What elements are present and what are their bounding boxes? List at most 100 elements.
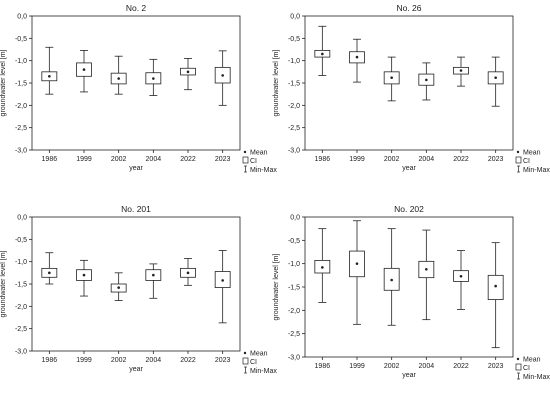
legend-ci-symbol — [242, 156, 249, 164]
mean-point — [494, 284, 497, 288]
chart-panel-3: No. 201 0,0 -0,5 -1,0 -1,5 -2,0 -2,5 -3,0 ground… — [0, 204, 277, 375]
y-tick-label: -1,5 — [15, 282, 27, 289]
legend-ci-symbol — [515, 156, 522, 164]
mean-point — [48, 271, 51, 275]
mean-point — [221, 74, 224, 77]
legend-minmax-label: Min-Max — [523, 167, 550, 174]
mean-point — [355, 55, 359, 59]
y-tick-label: -3,0 — [288, 148, 300, 155]
mean-point — [425, 267, 428, 271]
x-tick-label: 1986 — [42, 357, 58, 364]
x-tick-label: 1999 — [349, 363, 365, 370]
legend-mean-label: Mean — [250, 351, 268, 358]
legend-mean-symbol — [516, 357, 520, 361]
chart-panel-1: No. 2 0,0 -0,5 -1,0 -1,5 -2,0 -2,5 -3,0 groundwa… — [0, 3, 277, 174]
x-axis-label: year — [402, 372, 416, 379]
legend-mean-symbol — [243, 150, 247, 154]
legend-ci-label: CI — [523, 158, 530, 165]
y-tick-label: 0,0 — [17, 215, 27, 222]
x-tick-label: 1999 — [76, 357, 92, 364]
mean-point — [221, 279, 224, 282]
y-tick-label: -2,0 — [288, 103, 300, 110]
y-tick-label: -0,5 — [288, 36, 300, 43]
y-tick-label: -2,0 — [15, 103, 27, 110]
x-tick-label: 2002 — [384, 363, 400, 370]
mean-point — [82, 68, 86, 71]
x-tick-label: 1986 — [315, 363, 331, 370]
x-tick-label: 2023 — [488, 363, 504, 370]
y-tick-label: -1,5 — [15, 81, 27, 88]
y-tick-label: -2,5 — [15, 125, 27, 132]
mean-point — [425, 78, 428, 82]
legend-mean-symbol — [243, 351, 247, 355]
mean-point — [459, 69, 463, 72]
y-tick-label: -2,0 — [288, 308, 300, 315]
chart-title: No. 26 — [396, 3, 421, 13]
x-tick-label: 2022 — [180, 357, 196, 364]
x-tick-label: 2023 — [215, 357, 231, 364]
legend-minmax-label: Min-Max — [250, 368, 277, 375]
mean-point — [117, 77, 120, 80]
y-tick-label: 0,0 — [290, 14, 300, 21]
x-tick-label: 2004 — [419, 156, 435, 163]
legend-mean-symbol — [516, 150, 520, 154]
legend-minmax-label: Min-Max — [250, 167, 277, 174]
x-tick-label: 2023 — [215, 156, 231, 163]
plot-frame — [31, 15, 241, 151]
chart-panel-2: No. 26 0,0 -0,5 -1,0 -1,5 -2,0 -2,5 -3,0 groundw… — [273, 3, 550, 174]
legend-ci-symbol — [242, 357, 249, 365]
mean-point — [355, 262, 359, 265]
y-tick-label: -3,0 — [288, 355, 300, 362]
y-tick-label: -1,5 — [288, 285, 300, 292]
y-tick-label: 0,0 — [17, 14, 27, 21]
x-tick-label: 2022 — [180, 156, 196, 163]
y-tick-label: -2,0 — [15, 304, 27, 311]
plot-frame — [31, 216, 241, 352]
legend-mean-label: Mean — [523, 150, 541, 157]
mean-point — [459, 274, 463, 278]
plot-frame — [304, 216, 514, 358]
mean-point — [390, 76, 393, 79]
plot-frame — [304, 15, 514, 151]
mean-point — [82, 273, 86, 277]
y-tick-label: -0,5 — [15, 237, 27, 244]
y-axis-label: groundwater level [m] — [273, 253, 280, 320]
y-tick-label: 0,0 — [290, 215, 300, 222]
chart-panel-4: No. 202 0,0 -0,5 -1,0 -1,5 -2,0 -2,5 -3,0 ground… — [273, 204, 550, 381]
mean-point — [186, 271, 190, 275]
y-tick-label: -0,5 — [15, 36, 27, 43]
x-tick-label: 2002 — [384, 156, 400, 163]
x-axis-label: year — [402, 165, 416, 172]
x-tick-label: 1999 — [76, 156, 92, 163]
legend-mean-label: Mean — [523, 357, 541, 364]
y-tick-label: -3,0 — [15, 148, 27, 155]
x-tick-label: 2002 — [111, 357, 127, 364]
y-tick-label: -1,0 — [15, 58, 27, 65]
mean-point — [321, 266, 324, 269]
mean-point — [494, 76, 497, 79]
legend-ci-symbol — [515, 363, 522, 371]
x-tick-label: 1986 — [42, 156, 58, 163]
legend-ci-label: CI — [523, 365, 530, 372]
legend-ci-label: CI — [250, 359, 257, 366]
y-tick-label: -2,5 — [15, 326, 27, 333]
chart-title: No. 201 — [121, 204, 151, 214]
legend-minmax-label: Min-Max — [523, 374, 550, 381]
chart-title: No. 202 — [394, 204, 424, 214]
x-tick-label: 2004 — [419, 363, 435, 370]
x-tick-label: 1999 — [349, 156, 365, 163]
y-tick-label: -1,5 — [288, 81, 300, 88]
mean-point — [390, 278, 393, 282]
y-tick-label: -1,0 — [15, 259, 27, 266]
mean-point — [152, 273, 155, 277]
x-tick-label: 2002 — [111, 156, 127, 163]
mean-point — [48, 75, 51, 78]
x-tick-label: 2022 — [453, 156, 469, 163]
y-tick-label: -1,0 — [288, 58, 300, 65]
y-axis-label: groundwater level [m] — [0, 250, 7, 317]
x-tick-label: 1986 — [315, 156, 331, 163]
y-axis-label: groundwater level [m] — [0, 49, 7, 116]
